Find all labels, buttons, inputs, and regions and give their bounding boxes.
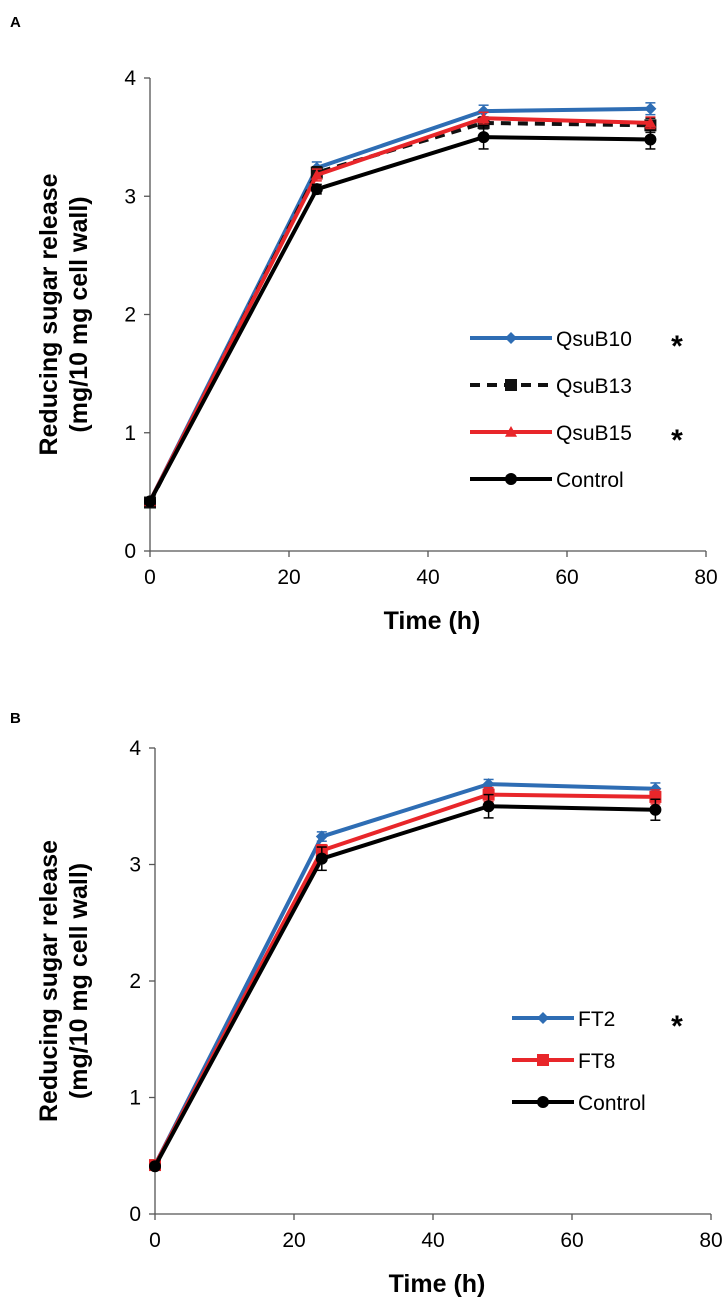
series-line [148,135,651,503]
series-line [148,120,651,504]
y-tick-label: 0 [124,540,136,563]
significance-star: * [671,1010,683,1043]
legend-marker [505,332,517,344]
series-line [153,782,656,1166]
y-tick-label: 3 [124,185,136,208]
legend-marker [537,1054,549,1066]
x-tick-label: 60 [555,566,578,589]
legend-entry-control: Control [470,469,624,492]
data-point [149,1160,161,1173]
x-tick-label: 60 [560,1229,583,1252]
chart-panel-a: A 0 20 40 60 80 0 1 2 3 4 Time (h) Reducing sugar r… [0,0,727,654]
data-point [144,495,156,508]
y-tick-label: 0 [129,1203,141,1226]
data-point [477,105,490,118]
y-axis-title-line1: Reducing sugar release [35,840,63,1122]
legend-entry-qsub13: QsuB13 [470,375,632,398]
legend-label: Control [556,469,624,492]
y-axis-title-line2: (mg/10 mg cell wall) [65,863,93,1099]
legend-label: QsuB10 [556,328,632,351]
x-tick-label: 20 [277,566,300,589]
y-tick-label: 1 [129,1087,141,1110]
legend-label: QsuB15 [556,422,632,445]
data-point [644,102,657,115]
line-chart-a: 0 20 40 60 80 0 1 2 3 4 Time (h) Reducing sugar rel… [35,67,718,635]
legend-marker [505,426,517,437]
y-axis-title-line2: (mg/10 mg cell wall) [65,196,93,432]
panel-label: A [10,14,21,31]
y-tick-label: 2 [124,304,136,327]
legend-label: FT8 [578,1050,615,1073]
y-tick-label: 3 [129,854,141,877]
data-point [644,133,657,146]
x-tick-label: 80 [699,1229,722,1252]
x-tick-label: 20 [282,1229,305,1252]
significance-star: * [671,330,683,363]
x-axis-title: Time (h) [389,1270,486,1298]
x-tick-label: 0 [144,566,156,589]
data-point [310,168,323,180]
data-point [649,782,662,795]
series-qsub13 [144,116,657,509]
chart-panel-b: B 0 20 40 60 80 0 1 2 3 4 Time (h) Reducing sugar r… [0,654,727,1309]
significance-star: * [671,424,683,457]
legend-entry-qsub10: QsuB10 * [470,328,683,363]
data-point [477,112,490,124]
legend-marker [505,379,517,391]
legend-entry-qsub15: QsuB15 * [470,422,683,457]
legend-entry-ft2: FT2 * [512,1008,683,1043]
data-point [315,830,328,843]
legend-label: FT2 [578,1008,615,1031]
data-point [649,803,662,816]
legend-marker [537,1096,549,1108]
y-axis-title-line1: Reducing sugar release [35,173,63,455]
y-tick-label: 2 [129,970,141,993]
x-axis-title: Time (h) [384,607,481,635]
x-tick-label: 40 [421,1229,444,1252]
legend-label: QsuB13 [556,375,632,398]
legend-entry-control: Control [512,1092,646,1115]
x-tick-label: 40 [416,566,439,589]
series-line [153,804,656,1168]
legend-marker [537,1012,549,1024]
series-control [149,793,662,1173]
legend-label: Control [578,1092,646,1115]
data-point [310,183,323,196]
panel-label: B [10,710,21,727]
legend-entry-ft8: FT8 [512,1050,615,1073]
series-line [153,792,656,1167]
data-point [477,131,490,144]
y-tick-label: 4 [124,67,136,90]
y-tick-label: 1 [124,422,136,445]
data-point [482,800,495,813]
legend-marker [505,473,517,485]
line-chart-b: 0 20 40 60 80 0 1 2 3 4 Time (h) Reducing sugar rel… [35,737,723,1298]
x-tick-label: 80 [694,566,717,589]
x-tick-label: 0 [149,1229,161,1252]
series-control [144,124,657,508]
data-point [644,116,657,128]
series-qsub15 [144,111,657,507]
y-tick-label: 4 [129,737,141,760]
series-line [148,116,651,503]
data-point [315,852,328,865]
